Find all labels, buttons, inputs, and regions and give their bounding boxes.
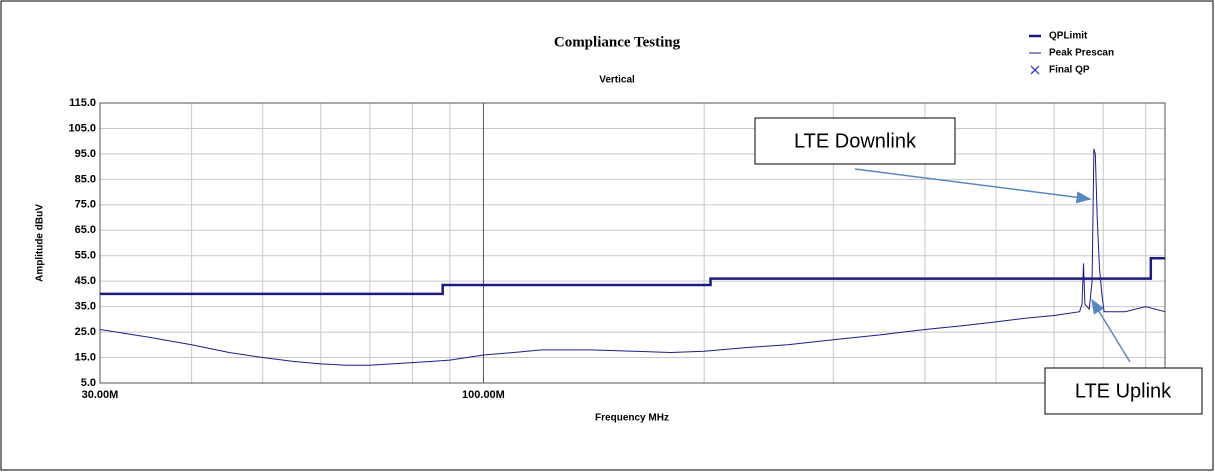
y-tick-label: 65.0 <box>75 224 96 236</box>
y-tick-label: 105.0 <box>68 122 96 134</box>
legend-label: QPLimit <box>1049 31 1088 42</box>
plot-area <box>100 103 1165 383</box>
chart-title: Compliance Testing <box>554 34 681 50</box>
legend-label: Final QP <box>1049 65 1090 76</box>
annotation-box <box>754 117 956 165</box>
series-line <box>99 148 1166 366</box>
y-tick-label: 55.0 <box>75 250 96 262</box>
annotation: LTE Downlink <box>794 130 917 152</box>
y-tick-label: 75.0 <box>75 199 96 211</box>
y-tick-label: 5.0 <box>81 377 96 389</box>
arrow <box>854 168 1092 204</box>
y-tick-label: 85.0 <box>75 173 96 185</box>
x-tick-label: 100.00M <box>462 389 505 401</box>
x-axis-label: Frequency MHz <box>595 413 669 424</box>
plot: 5.0 15.0 25.0 35.0 45.0 55.0 65.0 75.0 85.0 95.0 1… <box>68 97 1166 401</box>
y-axis-label: Amplitude dBuV <box>35 204 46 282</box>
plot-border <box>99 102 1166 384</box>
y-tick-label: 115.0 <box>69 97 96 109</box>
y-tick-label: 95.0 <box>75 148 96 160</box>
chart-subtitle: Vertical <box>599 75 635 86</box>
annotation-box <box>1044 367 1203 415</box>
y-tick-label: 45.0 <box>75 275 96 287</box>
arrow <box>1091 298 1131 363</box>
series-line <box>100 257 1165 296</box>
y-tick-label: 35.0 <box>75 301 96 313</box>
annotation: LTE Uplink <box>1075 380 1172 402</box>
legend-label: Peak Prescan <box>1049 48 1114 59</box>
y-tick-label: 25.0 <box>75 326 96 338</box>
legend-marker <box>1030 65 1040 75</box>
y-tick-label: 15.0 <box>75 351 96 363</box>
x-tick-label: 30.00M <box>82 389 119 401</box>
